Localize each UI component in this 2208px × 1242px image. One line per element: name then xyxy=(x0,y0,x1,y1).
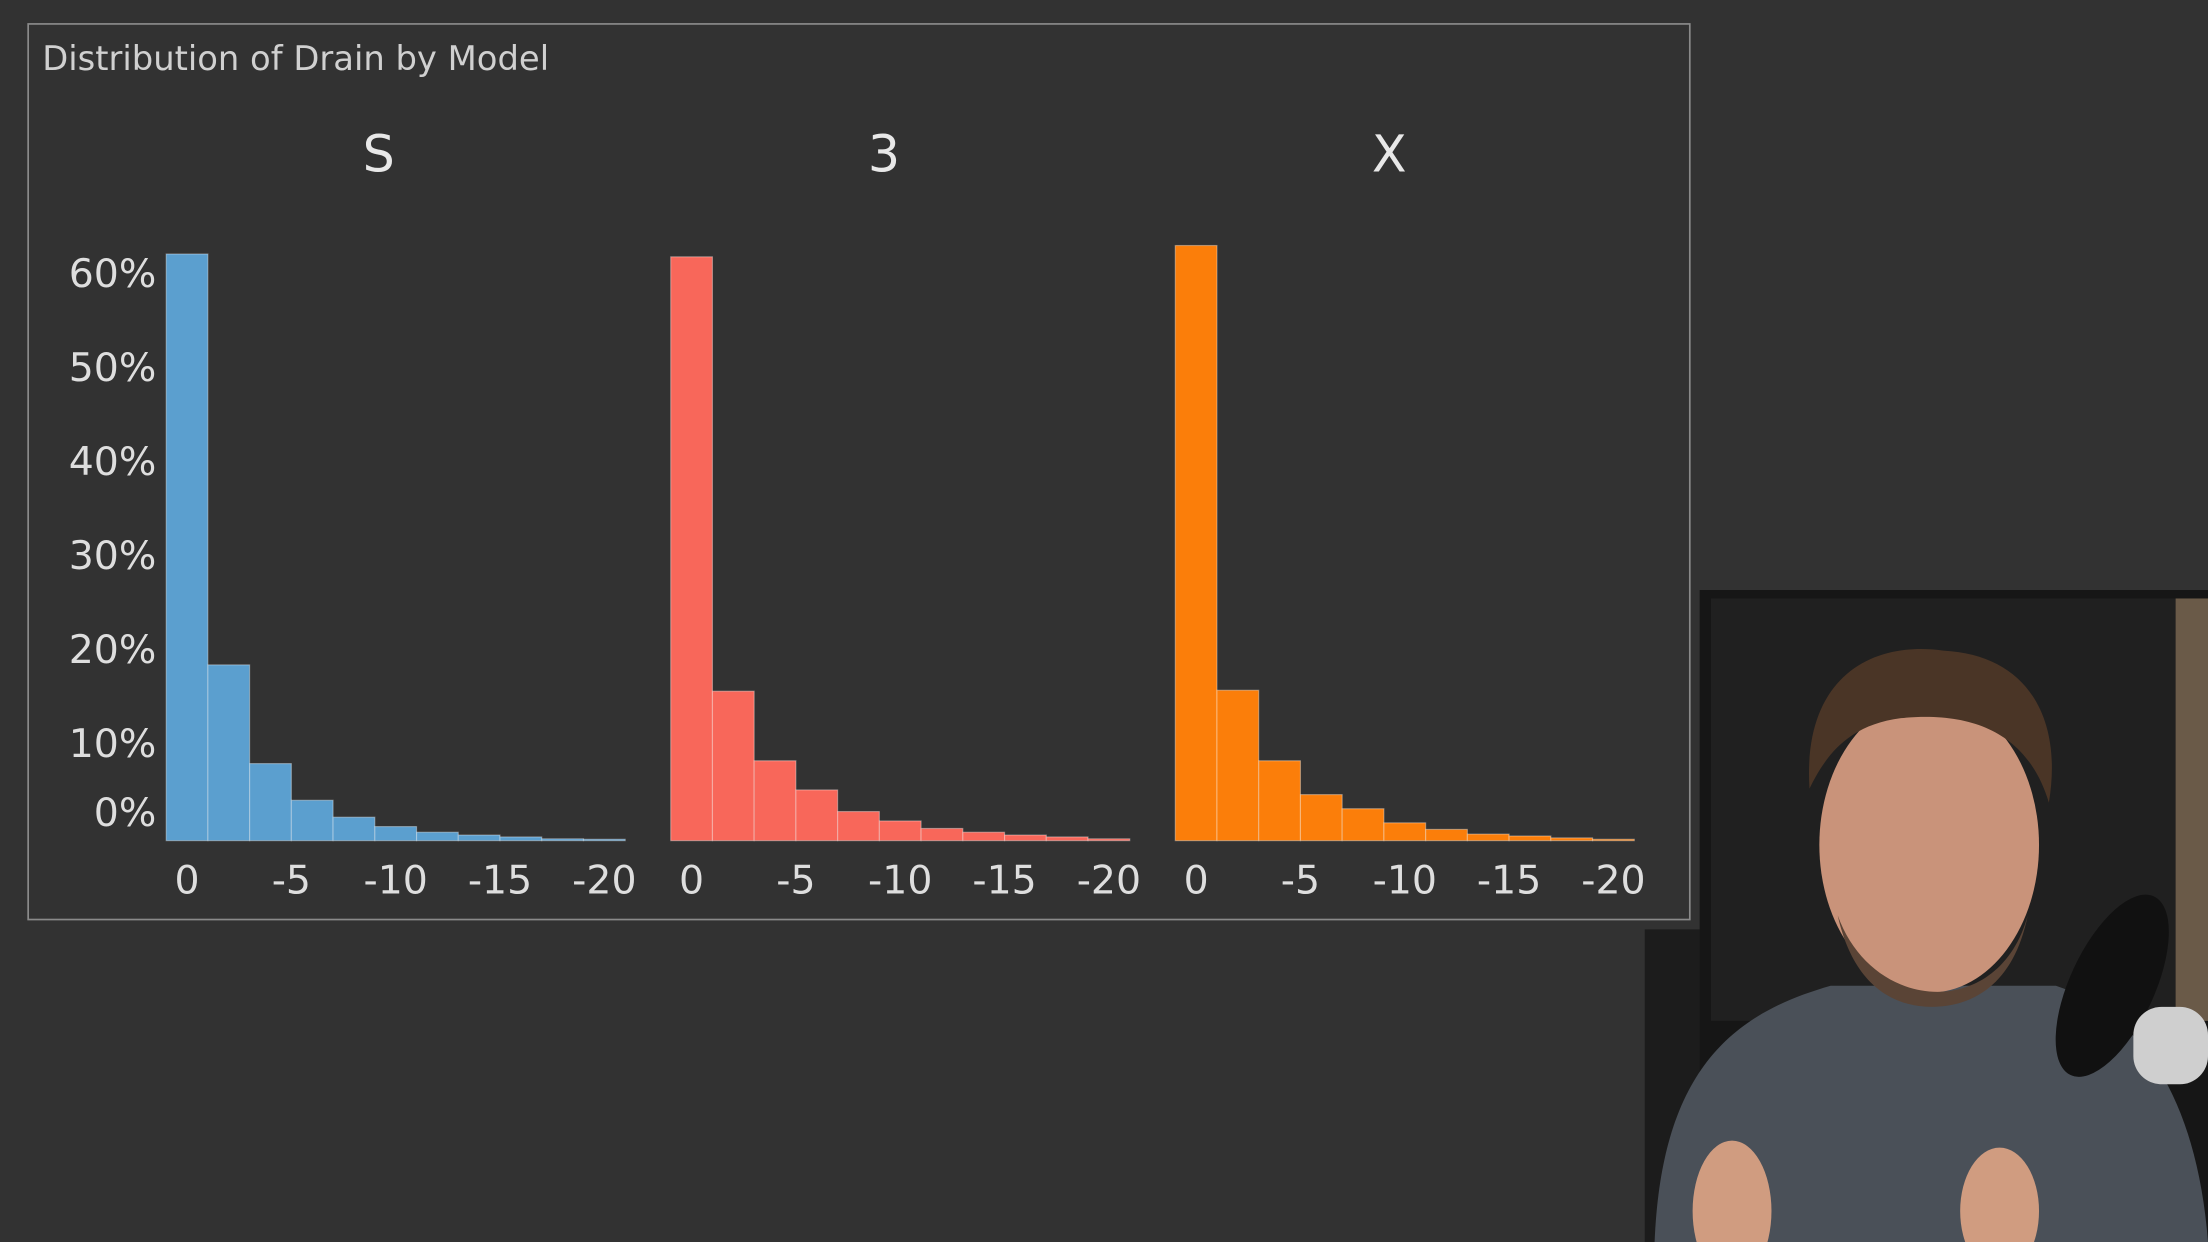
y-tick-label: 50% xyxy=(69,345,157,391)
y-tick-label: 10% xyxy=(69,721,157,767)
hair xyxy=(1809,648,2052,803)
bar xyxy=(457,834,501,842)
bar xyxy=(795,789,839,842)
x-tick-label: -20 xyxy=(1581,857,1645,903)
bar xyxy=(1466,833,1510,842)
x-tick-label: -5 xyxy=(272,857,311,903)
bar xyxy=(499,836,543,842)
x-tick-label: -20 xyxy=(572,857,636,903)
bar xyxy=(1592,838,1635,842)
hand xyxy=(1960,1147,2040,1242)
bar xyxy=(1425,828,1468,842)
x-tick-label: -20 xyxy=(1077,857,1141,903)
window xyxy=(2175,598,2208,1021)
bar xyxy=(878,820,922,842)
bar xyxy=(1258,760,1302,842)
microphone xyxy=(2133,1006,2208,1085)
bar xyxy=(415,831,459,842)
x-tick-label: -10 xyxy=(1373,857,1437,903)
chart-frame xyxy=(27,23,1691,921)
bar xyxy=(837,810,880,842)
bar xyxy=(711,690,755,842)
bar xyxy=(1087,838,1131,842)
bar xyxy=(290,799,334,842)
hand xyxy=(1692,1140,1772,1242)
x-tick-label: -15 xyxy=(468,857,532,903)
x-tick-label: 0 xyxy=(174,857,199,903)
y-tick-label: 30% xyxy=(69,533,157,579)
bar xyxy=(670,256,714,842)
x-tick-label: -10 xyxy=(868,857,932,903)
bar xyxy=(1383,822,1427,842)
x-tick-label: -5 xyxy=(1281,857,1320,903)
webcam xyxy=(1644,590,2208,1242)
bar xyxy=(332,816,376,842)
y-tick-label: 60% xyxy=(69,251,157,297)
bar xyxy=(1216,689,1260,842)
x-tick-label: -10 xyxy=(364,857,428,903)
bar xyxy=(1174,244,1218,842)
face xyxy=(1819,697,2040,993)
panel-title: X xyxy=(1372,125,1407,184)
bar xyxy=(920,827,964,842)
bar xyxy=(374,826,418,842)
panel-title: S xyxy=(363,125,395,184)
x-tick-label: -15 xyxy=(972,857,1036,903)
x-tick-label: -5 xyxy=(776,857,815,903)
bar xyxy=(165,253,209,842)
chart-title: Distribution of Drain by Model xyxy=(42,39,549,78)
bar xyxy=(1004,834,1047,842)
x-tick-label: 0 xyxy=(1184,857,1209,903)
y-tick-label: 0% xyxy=(94,790,157,836)
bar xyxy=(1341,808,1385,842)
bar xyxy=(541,838,585,842)
bar xyxy=(249,763,292,842)
panel-title: 3 xyxy=(868,125,900,184)
bar xyxy=(207,664,251,842)
bar xyxy=(1299,794,1343,842)
pop-filter xyxy=(2055,894,2169,1077)
beard xyxy=(1837,915,2028,1007)
y-tick-label: 20% xyxy=(69,627,157,673)
x-tick-label: -15 xyxy=(1477,857,1541,903)
x-tick-label: 0 xyxy=(679,857,704,903)
bar xyxy=(753,760,797,842)
bar xyxy=(1508,835,1552,842)
bar xyxy=(1550,837,1594,842)
bar xyxy=(1045,836,1089,842)
y-tick-label: 40% xyxy=(69,439,157,485)
bar xyxy=(962,831,1006,842)
bar xyxy=(582,838,626,842)
